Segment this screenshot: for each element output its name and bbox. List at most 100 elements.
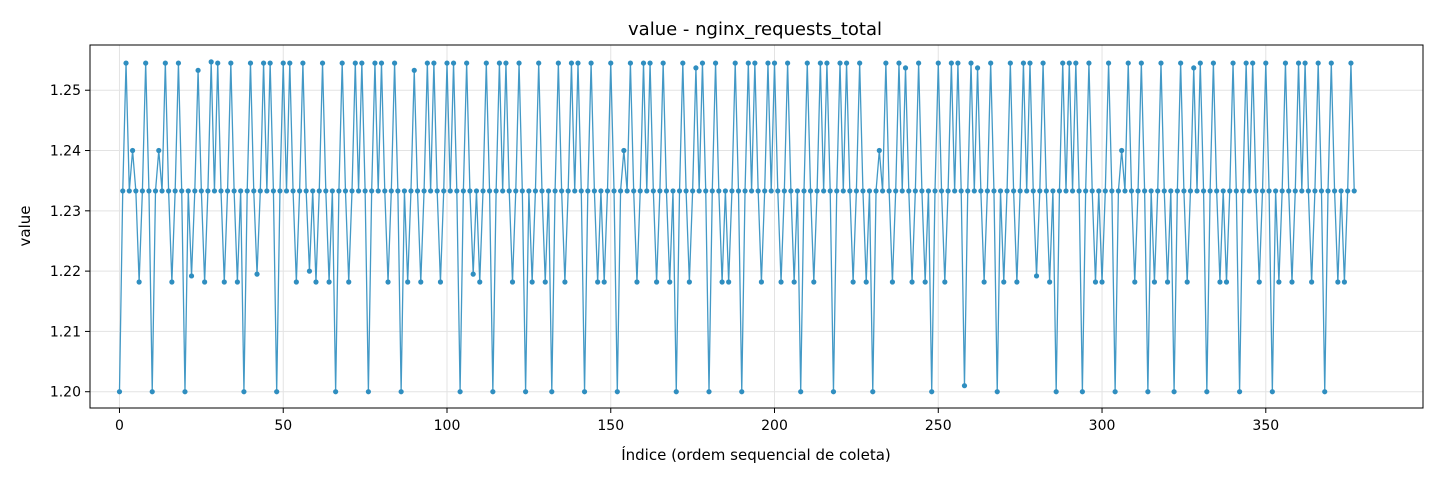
data-point — [228, 60, 234, 66]
y-tick-label: 1.21 — [50, 324, 81, 340]
data-point — [657, 188, 663, 194]
data-point — [621, 147, 627, 154]
data-point — [378, 60, 385, 66]
data-point — [988, 60, 994, 66]
data-point — [1148, 188, 1154, 194]
data-point — [208, 59, 214, 65]
data-point — [506, 188, 512, 194]
data-point — [139, 188, 145, 194]
data-point — [319, 60, 326, 66]
data-point — [673, 389, 679, 395]
y-axis-label: value — [16, 206, 34, 247]
data-point — [1223, 279, 1230, 285]
data-point — [843, 60, 850, 66]
data-point — [254, 271, 260, 277]
data-point — [981, 279, 987, 285]
data-point — [303, 188, 309, 194]
data-point — [778, 279, 784, 285]
data-point — [1174, 188, 1180, 194]
data-point — [827, 188, 833, 194]
x-tick-label: 200 — [761, 418, 788, 434]
data-point — [536, 60, 542, 66]
data-point — [755, 188, 761, 194]
data-point — [991, 188, 997, 194]
data-point — [912, 188, 918, 194]
data-point — [450, 60, 457, 66]
data-point — [1122, 188, 1128, 194]
data-point — [1187, 188, 1194, 194]
data-point — [405, 279, 411, 285]
data-point — [306, 268, 313, 274]
data-point — [703, 188, 709, 194]
data-point — [938, 188, 945, 194]
data-point — [1076, 188, 1082, 194]
data-point — [480, 188, 486, 194]
data-point — [591, 188, 597, 194]
data-point — [290, 188, 296, 194]
data-point — [464, 60, 470, 66]
data-point — [824, 60, 830, 66]
data-point — [686, 279, 692, 285]
data-point — [244, 188, 250, 194]
data-point — [1020, 60, 1027, 66]
y-tick-label: 1.24 — [50, 144, 81, 160]
data-point — [1335, 279, 1341, 285]
data-point — [1043, 188, 1049, 194]
data-point — [362, 188, 368, 194]
data-point — [889, 279, 896, 285]
data-point — [637, 188, 643, 194]
data-point — [1240, 188, 1246, 194]
data-point — [457, 389, 463, 395]
data-point — [126, 188, 132, 194]
data-point — [601, 279, 607, 285]
data-point — [486, 188, 493, 194]
data-point — [156, 147, 162, 154]
data-point — [919, 188, 925, 194]
data-point — [120, 188, 126, 194]
data-point — [454, 188, 460, 194]
data-point — [781, 188, 787, 194]
data-point — [385, 279, 391, 285]
data-point — [654, 279, 660, 285]
data-point — [925, 188, 932, 194]
data-point — [234, 279, 240, 285]
data-point — [765, 60, 771, 66]
data-point — [1318, 188, 1325, 194]
data-point — [965, 188, 971, 194]
data-point — [611, 188, 617, 194]
data-point — [752, 60, 758, 66]
data-point — [1351, 188, 1357, 194]
data-point — [552, 188, 558, 194]
data-point — [418, 279, 424, 285]
data-point — [1096, 188, 1102, 194]
data-point — [1276, 279, 1282, 285]
data-point — [595, 279, 601, 285]
data-point — [1155, 188, 1161, 194]
data-point — [811, 279, 817, 285]
data-point — [1024, 188, 1030, 194]
data-point — [762, 188, 768, 194]
data-point — [863, 279, 869, 285]
data-point — [1263, 60, 1269, 66]
data-point — [1191, 65, 1197, 71]
data-point — [758, 279, 765, 285]
data-point — [860, 188, 866, 194]
data-point — [467, 188, 473, 194]
data-point — [726, 279, 732, 285]
data-point — [182, 389, 188, 395]
data-point — [1164, 279, 1171, 285]
data-point — [798, 389, 804, 395]
data-point — [712, 60, 719, 66]
data-point — [1207, 188, 1213, 194]
data-point — [359, 60, 365, 66]
data-point — [631, 188, 637, 194]
data-point — [722, 188, 728, 194]
x-tick-label: 100 — [434, 418, 461, 434]
data-point — [149, 389, 155, 395]
data-point — [437, 279, 444, 285]
data-point — [1246, 188, 1253, 194]
data-point — [719, 279, 725, 285]
data-point — [369, 188, 375, 194]
data-point — [739, 389, 745, 395]
x-tick-label: 50 — [274, 418, 292, 434]
